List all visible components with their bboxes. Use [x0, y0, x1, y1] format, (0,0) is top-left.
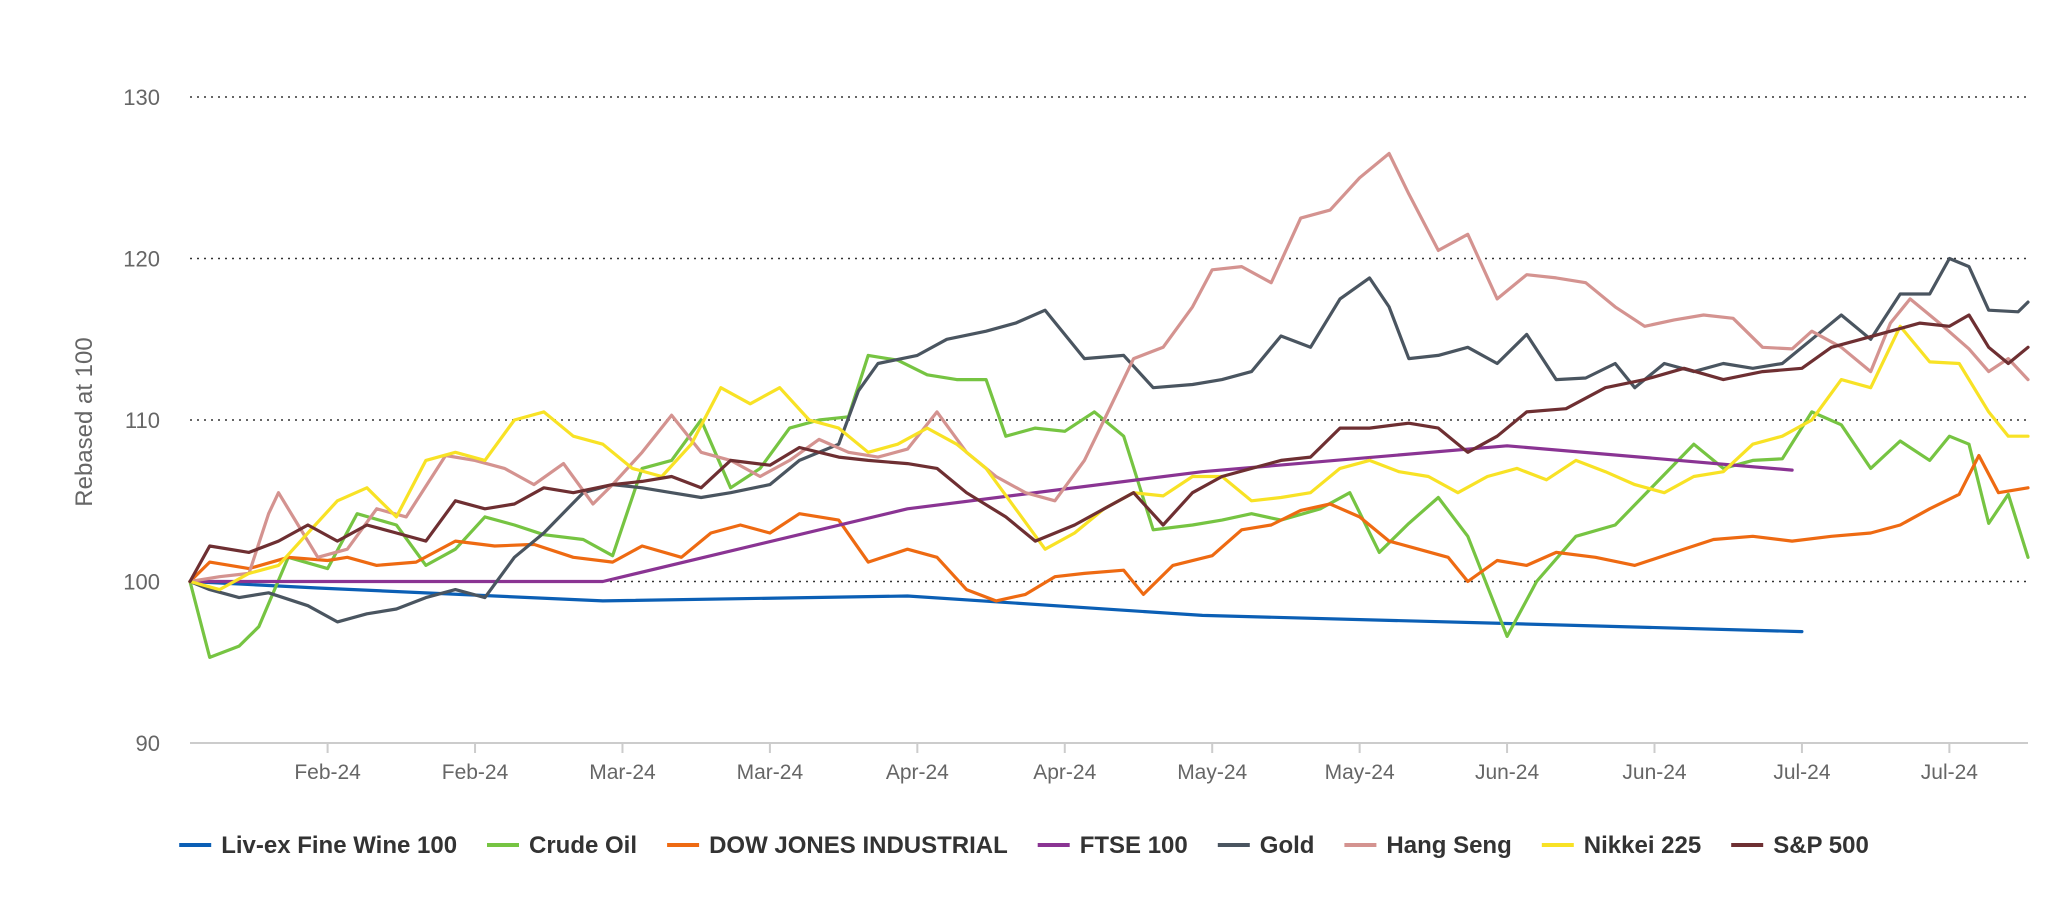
x-tick-label: Mar-24 — [737, 761, 804, 784]
series-lines — [188, 151, 2030, 659]
x-tick-label: Jun-24 — [1475, 761, 1540, 784]
series-line-ftse-100 — [188, 444, 1794, 584]
y-axis-label: Rebased at 100 — [71, 337, 98, 506]
legend-item-gold[interactable]: Gold — [1217, 832, 1315, 859]
x-tick-label: Feb-24 — [442, 761, 509, 784]
x-tick-label: May-24 — [1325, 761, 1395, 784]
legend-item-nikkei-225[interactable]: Nikkei 225 — [1541, 832, 1701, 859]
legend: Liv-ex Fine Wine 100 Crude Oil DOW JONES I… — [179, 832, 1869, 859]
legend-item-s-p-500[interactable]: S&P 500 — [1731, 832, 1869, 859]
series-line-crude-oil — [188, 353, 2030, 659]
axes: 90 100 110 120 130 Feb-24 Feb-24 Mar-24 Mar-24 Ap… — [123, 85, 2028, 784]
y-tick-label: 120 — [123, 247, 160, 272]
legend-item-ftse-100[interactable]: FTSE 100 — [1037, 832, 1188, 859]
y-tick-label: 100 — [123, 570, 160, 595]
series-line-s-p-500 — [188, 313, 2030, 584]
legend-item-dow-jones-industrial[interactable]: DOW JONES INDUSTRIAL — [667, 832, 1008, 859]
x-tick-label: Apr-24 — [1033, 761, 1096, 784]
legend-label: Hang Seng — [1386, 832, 1511, 859]
legend-item-hang-seng[interactable]: Hang Seng — [1344, 832, 1512, 859]
legend-label: FTSE 100 — [1080, 832, 1188, 859]
y-tick-label: 130 — [123, 85, 160, 110]
series-line-dow-jones-industrial — [188, 453, 2030, 603]
legend-label: S&P 500 — [1773, 832, 1869, 859]
x-tick-label: Mar-24 — [589, 761, 656, 784]
x-tick-label: May-24 — [1177, 761, 1247, 784]
x-tick-label: Jul-24 — [1921, 761, 1979, 784]
x-tick-label: Jul-24 — [1773, 761, 1831, 784]
series-line-liv-ex-fine-wine-100 — [188, 579, 1804, 634]
legend-item-liv-ex-fine-wine-100[interactable]: Liv-ex Fine Wine 100 — [179, 832, 457, 859]
y-tick-label: 90 — [136, 731, 160, 756]
series-line-hang-seng — [188, 151, 2030, 584]
legend-label: DOW JONES INDUSTRIAL — [709, 832, 1008, 859]
legend-label: Liv-ex Fine Wine 100 — [221, 832, 457, 859]
x-tick-label: Jun-24 — [1622, 761, 1687, 784]
legend-item-crude-oil[interactable]: Crude Oil — [487, 832, 637, 859]
x-tick-label: Feb-24 — [294, 761, 361, 784]
grid-lines — [190, 96, 2028, 583]
x-tick-label: Apr-24 — [886, 761, 949, 784]
legend-label: Nikkei 225 — [1584, 832, 1701, 859]
y-tick-label: 110 — [125, 408, 160, 433]
series-line-gold — [188, 256, 2030, 624]
legend-label: Gold — [1260, 832, 1315, 859]
legend-label: Crude Oil — [529, 832, 637, 859]
